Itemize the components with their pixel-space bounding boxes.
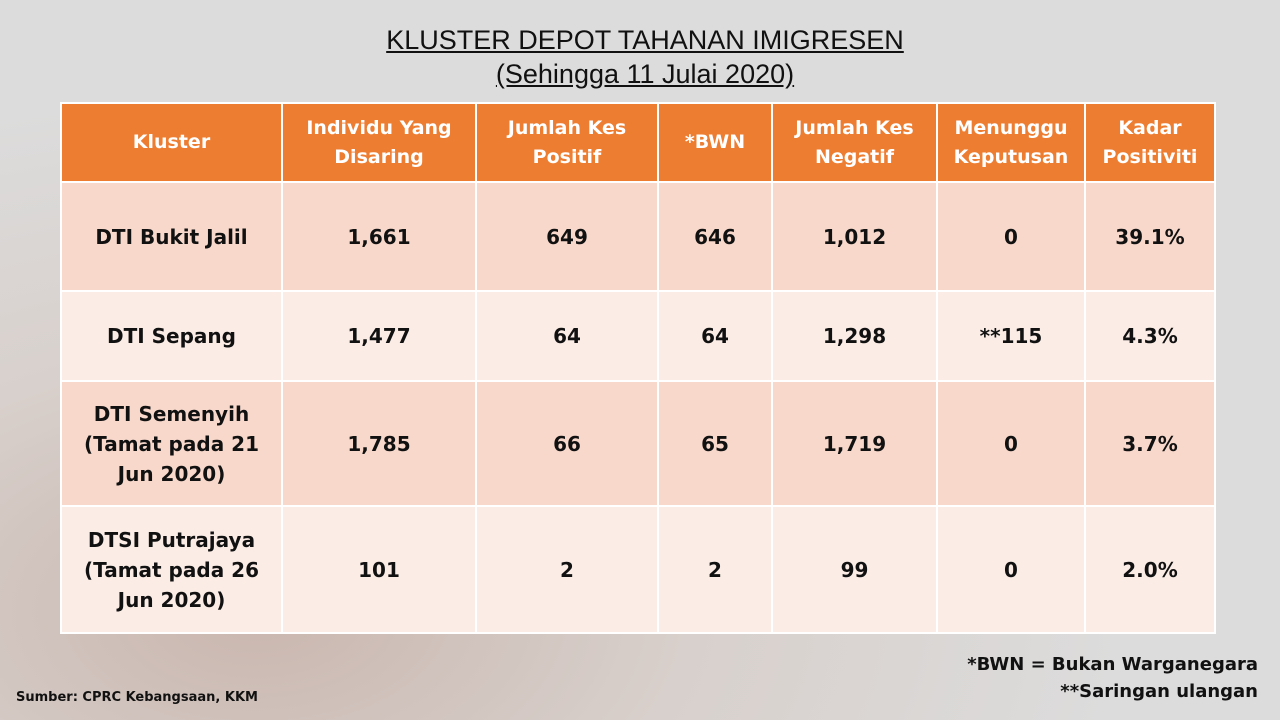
cell: 39.1% [1084,181,1216,292]
table-row: DTI Semenyih (Tamat pada 21 Jun 2020) 1,7… [60,380,1216,507]
row-label: DTSI Putrajaya (Tamat pada 26 Jun 2020) [60,505,283,634]
cell: 99 [771,505,938,634]
source: Sumber: CPRC Kebangsaan, KKM [16,690,258,705]
subtitle: (Sehingga 11 Julai 2020) [495,59,795,89]
column-header: Kluster [60,102,283,183]
cell: 65 [657,380,773,507]
column-header: Jumlah Kes Positif [475,102,659,183]
cell: 4.3% [1084,290,1216,382]
cell: 64 [475,290,659,382]
row-label: DTI Bukit Jalil [60,181,283,292]
cell: 1,012 [771,181,938,292]
cell: **115 [936,290,1086,382]
cell: 649 [475,181,659,292]
cell: 2 [475,505,659,634]
cell: 0 [936,181,1086,292]
table-row: DTI Bukit Jalil 1,661 649 646 1,012 0 39.1% [60,181,1216,292]
header-row: Kluster Individu Yang Disaring Jumlah Kes … [60,102,1216,183]
cell: 1,661 [281,181,477,292]
data-table: Kluster Individu Yang Disaring Jumlah Kes … [60,102,1216,634]
cell: 66 [475,380,659,507]
cell: 0 [936,505,1086,634]
cell: 2 [657,505,773,634]
table-row: DTSI Putrajaya (Tamat pada 26 Jun 2020) 1… [60,505,1216,634]
column-header: Individu Yang Disaring [281,102,477,183]
table-row: DTI Sepang 1,477 64 64 1,298 **115 4.3% [60,290,1216,382]
title: KLUSTER DEPOT TAHANAN IMIGRESEN [386,25,904,55]
cell: 1,719 [771,380,938,507]
footnote: **Saringan ulangan [1060,681,1258,702]
column-header: Menunggu Keputusan [936,102,1086,183]
row-label: DTI Semenyih (Tamat pada 21 Jun 2020) [60,380,283,507]
cell: 64 [657,290,773,382]
cell: 1,298 [771,290,938,382]
column-header: *BWN [657,102,773,183]
cell: 646 [657,181,773,292]
footnote: *BWN = Bukan Warganegara [967,654,1258,675]
cell: 1,477 [281,290,477,382]
cell: 2.0% [1084,505,1216,634]
cell: 101 [281,505,477,634]
column-header: Jumlah Kes Negatif [771,102,938,183]
table-body: DTI Bukit Jalil 1,661 649 646 1,012 0 39.1% DTI… [60,181,1216,634]
cell: 0 [936,380,1086,507]
row-label: DTI Sepang [60,290,283,382]
cell: 3.7% [1084,380,1216,507]
column-header: Kadar Positiviti [1084,102,1216,183]
cell: 1,785 [281,380,477,507]
